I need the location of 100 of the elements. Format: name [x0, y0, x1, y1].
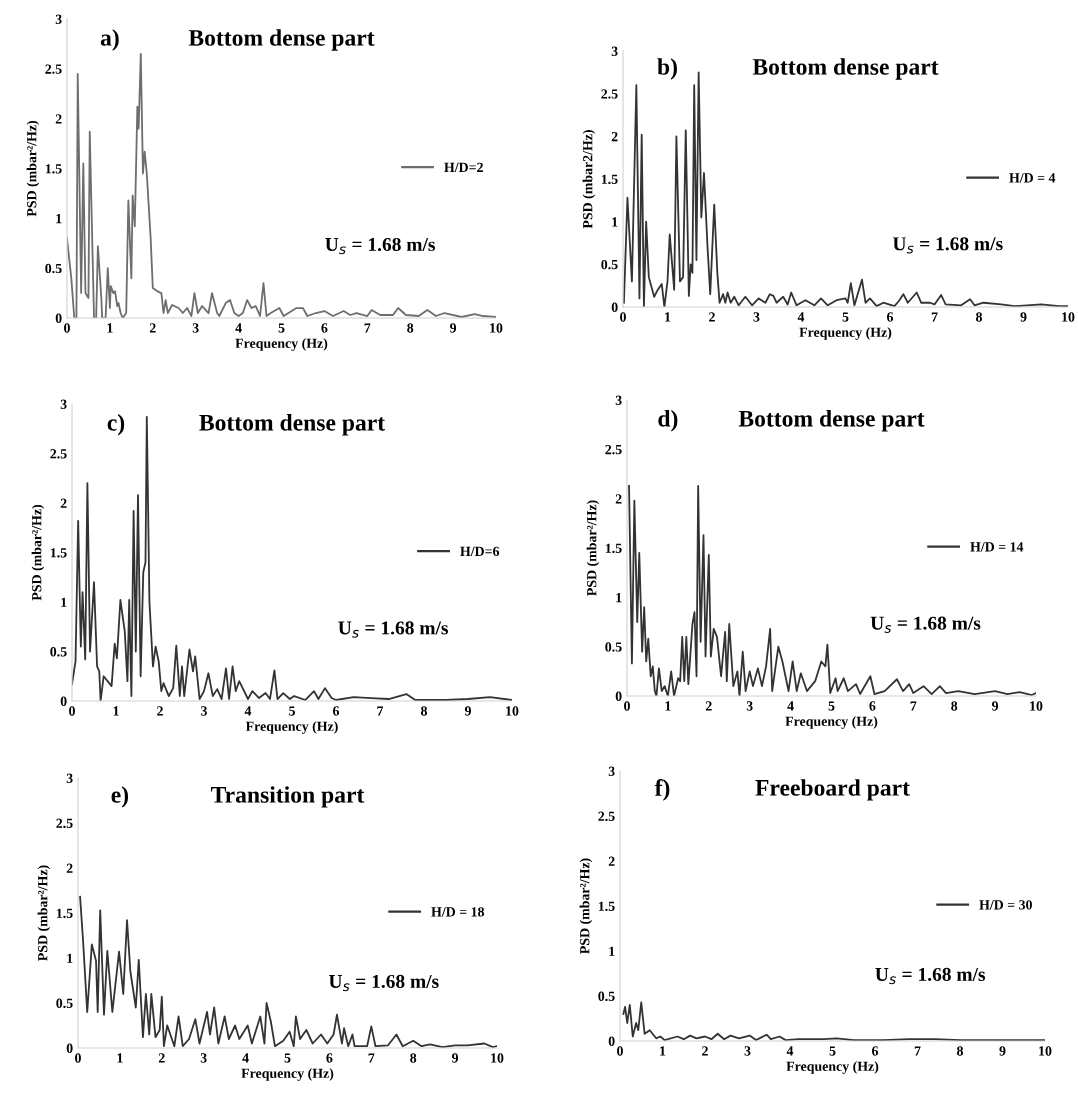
x-tick-label: 3	[753, 312, 760, 322]
x-tick-label: 4	[244, 706, 252, 716]
annotation: e)	[111, 786, 129, 808]
x-tick-label: 3	[192, 323, 199, 333]
x-tick-label: 3	[744, 1046, 751, 1056]
x-axis-title: Frequency (Hz)	[235, 338, 328, 351]
y-tick-label: 3	[66, 773, 73, 783]
x-tick-label: 4	[242, 1053, 249, 1063]
y-tick-label: 1.5	[50, 548, 67, 558]
y-tick-label: 1	[616, 592, 622, 603]
y-axis-title: PSD (mbar²/Hz)	[26, 120, 40, 217]
x-tick-label: 7	[914, 1046, 921, 1056]
chart-title: Transition part	[211, 786, 365, 808]
legend-label: H/D = 18	[431, 907, 485, 917]
y-tick-label: 0.5	[605, 642, 622, 652]
y-tick-label: 2	[611, 131, 618, 142]
y-tick-label: 3	[55, 14, 62, 24]
x-tick-label: 8	[956, 1046, 964, 1056]
x-tick-label: 0	[624, 701, 630, 711]
annotation: b)	[657, 58, 677, 80]
x-axis-title: Frequency (Hz)	[241, 1068, 334, 1081]
x-tick-label: 3	[200, 1053, 207, 1063]
y-tick-label: 2	[55, 114, 62, 124]
y-tick-label: 2	[66, 863, 73, 873]
x-tick-label: 1	[665, 312, 671, 322]
chart-title: Freeboard part	[755, 779, 910, 801]
x-tick-label: 5	[278, 323, 285, 333]
y-tick-label: 1	[67, 953, 73, 963]
y-tick-label: 1.5	[45, 164, 62, 174]
x-tick-label: 2	[149, 323, 156, 333]
y-tick-label: 2.5	[45, 64, 62, 74]
x-tick-label: 5	[289, 706, 295, 716]
x-tick-label: 8	[407, 323, 414, 333]
x-tick-label: 6	[872, 1046, 879, 1056]
annotation: a)	[100, 29, 119, 51]
y-tick-label: 1.5	[605, 543, 622, 554]
y-tick-label: 3	[60, 399, 67, 409]
annotation: U$_{s}$ = 1.68 m/s	[892, 237, 1003, 254]
x-tick-label: 5	[828, 701, 835, 711]
x-tick-label: 3	[201, 706, 207, 716]
y-axis-title: PSD (mbar2/Hz)	[582, 130, 596, 229]
annotation: U$_{s}$ = 1.68 m/s	[338, 621, 449, 638]
annotation: c)	[107, 414, 125, 436]
x-tick-label: 6	[887, 312, 894, 322]
y-tick-label: 0.5	[56, 998, 73, 1009]
annotation: U$_{s}$ = 1.68 m/s	[875, 967, 986, 985]
x-tick-label: 8	[951, 701, 958, 711]
y-tick-label: 1	[56, 213, 62, 224]
x-tick-label: 10	[490, 323, 503, 333]
y-tick-label: 2	[608, 856, 615, 866]
legend-label: H/D = 14	[970, 542, 1024, 552]
x-tick-label: 4	[235, 323, 242, 333]
y-tick-label: 2.5	[598, 811, 615, 822]
x-tick-label: 7	[910, 701, 917, 711]
x-tick-label: 9	[464, 706, 471, 716]
y-tick-label: 3	[615, 395, 622, 405]
legend-label: H/D = 4	[1009, 173, 1056, 183]
x-tick-label: 4	[787, 701, 794, 711]
x-tick-label: 4	[786, 1046, 794, 1056]
x-tick-label: 1	[117, 1053, 123, 1063]
x-tick-label: 2	[702, 1046, 708, 1056]
x-tick-label: 1	[113, 706, 119, 716]
x-axis-title: Frequency (Hz)	[785, 716, 878, 729]
x-tick-label: 10	[491, 1053, 504, 1063]
y-tick-label: 0.5	[45, 263, 62, 274]
x-tick-label: 2	[705, 701, 712, 711]
chart-title: Bottom dense part	[752, 58, 939, 80]
y-tick-label: 0	[611, 302, 618, 312]
x-axis-title: Frequency (Hz)	[799, 327, 892, 340]
annotation: d)	[658, 410, 678, 432]
chart-title: Bottom dense part	[199, 414, 386, 436]
annotation: U$_{s}$ = 1.68 m/s	[870, 616, 981, 633]
y-tick-label: 2	[60, 498, 67, 508]
y-tick-label: 2	[615, 494, 622, 504]
x-tick-label: 10	[1039, 1046, 1052, 1056]
x-tick-label: 7	[364, 323, 371, 333]
y-axis-title: PSD (mbar²/Hz)	[579, 858, 593, 954]
x-tick-label: 9	[999, 1046, 1006, 1056]
x-tick-label: 6	[333, 706, 340, 716]
x-tick-label: 10	[1062, 312, 1075, 322]
x-tick-label: 1	[665, 701, 671, 711]
x-tick-label: 2	[158, 1053, 165, 1063]
y-tick-label: 1.5	[56, 908, 73, 919]
legend-label: H/D = 30	[979, 900, 1032, 910]
x-tick-label: 6	[869, 701, 876, 711]
annotation: f)	[654, 779, 670, 801]
y-tick-label: 2.5	[56, 818, 73, 829]
y-tick-label: 1.5	[598, 901, 615, 912]
x-tick-label: 10	[1030, 701, 1043, 711]
y-tick-label: 0	[608, 1036, 615, 1046]
chart-title: Bottom dense part	[188, 29, 375, 51]
y-tick-label: 1	[609, 946, 615, 956]
chart-title: Bottom dense part	[738, 410, 925, 432]
y-tick-label: 3	[608, 766, 615, 776]
x-tick-label: 5	[284, 1053, 291, 1063]
x-tick-label: 8	[975, 312, 983, 322]
y-tick-label: 0	[615, 691, 622, 701]
y-axis-title: PSD (mbar²/Hz)	[37, 865, 51, 961]
x-tick-label: 7	[368, 1053, 375, 1063]
x-tick-label: 0	[75, 1053, 81, 1063]
